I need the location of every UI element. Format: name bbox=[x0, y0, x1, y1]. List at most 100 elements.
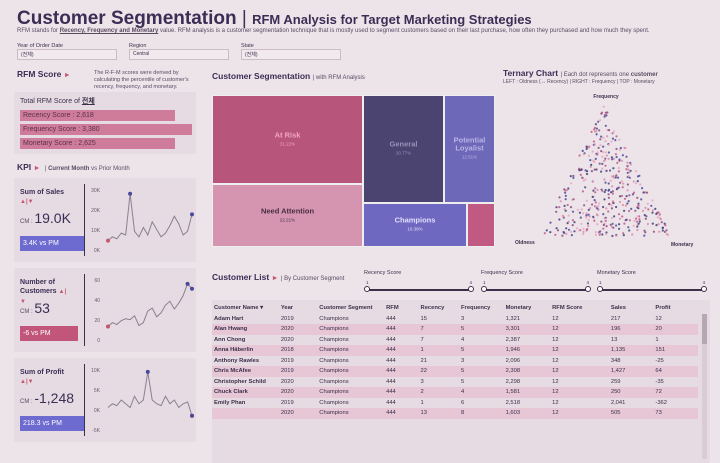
rfm-score-bar: Frequency Score : 3,380 bbox=[20, 124, 192, 135]
ternary-point bbox=[589, 159, 592, 162]
ternary-point bbox=[593, 219, 596, 222]
tile-percent: 20.77% bbox=[395, 150, 412, 156]
tile-label: Potential Loyalist bbox=[453, 135, 486, 153]
slider-handle[interactable] bbox=[468, 286, 474, 292]
filter-region-select[interactable]: Central bbox=[129, 49, 229, 60]
slider-handle[interactable] bbox=[701, 286, 707, 292]
ternary-point bbox=[612, 226, 615, 229]
table-cell: 444 bbox=[384, 345, 419, 356]
ternary-point bbox=[626, 171, 629, 174]
ternary-point bbox=[617, 186, 620, 189]
tile-champions[interactable]: Champions 10.38% bbox=[363, 203, 467, 247]
column-header[interactable]: Recency bbox=[420, 305, 445, 312]
ternary-point bbox=[581, 176, 584, 179]
tile-percent: 22.21% bbox=[279, 217, 296, 222]
tile-general[interactable]: General 20.77% bbox=[363, 95, 444, 203]
slider-monetary[interactable]: Monetary Score 1 4 bbox=[597, 270, 707, 294]
slider-handle[interactable] bbox=[585, 286, 591, 292]
ternary-right-label: Monetary bbox=[671, 242, 693, 248]
ternary-point bbox=[587, 213, 590, 216]
ternary-point bbox=[633, 219, 636, 222]
tile-potential-loyalist[interactable]: Potential Loyalist 12.51% bbox=[444, 95, 495, 203]
table-row[interactable]: Alan Hwang 2020 Champions 444 7 5 3,301 12 196 20 bbox=[212, 324, 698, 335]
kpi-delta-bar: 3.4K vs PM bbox=[20, 236, 84, 251]
ternary-point bbox=[610, 204, 613, 207]
filter-year[interactable]: Year of Order Date (전체) bbox=[17, 43, 117, 60]
table-row[interactable]: Anthony Rawles 2019 Champions 444 21 3 2,096 12… bbox=[212, 356, 698, 367]
slider-track[interactable] bbox=[484, 289, 588, 291]
kpi-cm-label: CM : bbox=[20, 219, 35, 225]
table-cell: 3 bbox=[461, 315, 465, 322]
table-cell: 1,946 bbox=[503, 345, 551, 356]
filter-state-select[interactable]: (전체) bbox=[241, 49, 341, 60]
ternary-point bbox=[604, 140, 607, 143]
ternary-chart: Frequency Oldness Monetary bbox=[515, 94, 693, 248]
ternary-point bbox=[594, 233, 598, 236]
filter-region[interactable]: Region Central bbox=[129, 43, 229, 60]
column-header[interactable]: Profit bbox=[655, 305, 671, 312]
table-row[interactable]: Chuck Clark 2020 Champions 444 2 4 1,581 12 250 7… bbox=[212, 387, 698, 398]
table-row[interactable]: Adam Hart 2019 Champions 444 15 3 1,321 12 217 12 bbox=[212, 314, 698, 325]
slider-recency[interactable]: Recency Score 1 4 bbox=[364, 270, 474, 294]
ternary-point bbox=[607, 196, 610, 199]
table-scrollbar[interactable] bbox=[702, 314, 707, 459]
table-cell: 1 bbox=[420, 399, 424, 406]
column-header[interactable]: Customer Name ▾ bbox=[214, 305, 263, 312]
title-main: Customer Segmentation bbox=[17, 8, 237, 29]
filter-state[interactable]: State (전체) bbox=[241, 43, 341, 60]
ternary-point bbox=[615, 174, 618, 177]
ternary-point bbox=[611, 158, 614, 161]
slider-min-label: 1 bbox=[599, 280, 602, 285]
ternary-point bbox=[628, 194, 631, 197]
ternary-point bbox=[569, 206, 573, 209]
ternary-point bbox=[665, 233, 669, 236]
slider-track[interactable] bbox=[600, 289, 704, 291]
ternary-point bbox=[572, 174, 575, 177]
tile-need-attention[interactable]: Need Attention 22.21% bbox=[212, 184, 363, 247]
kpi-point bbox=[128, 191, 133, 196]
table-row[interactable]: Emily Phan 2019 Champions 444 1 6 2,518 12 2,041… bbox=[212, 398, 698, 409]
slider-frequency[interactable]: Frequency Score 1 4 bbox=[481, 270, 591, 294]
table-cell: 12 bbox=[550, 324, 609, 335]
table-row[interactable]: Christopher Schild 2020 Champions 444 3 5 2,29… bbox=[212, 377, 698, 388]
kpi-y-tick: 20 bbox=[94, 318, 100, 324]
slider-handle[interactable] bbox=[364, 286, 370, 292]
ternary-point bbox=[615, 224, 618, 227]
table-row[interactable]: Anna Häberlin 2018 Champions 444 1 5 1,946 12 1,… bbox=[212, 345, 698, 356]
ternary-point bbox=[555, 206, 558, 209]
filter-year-select[interactable]: (전체) bbox=[17, 49, 117, 60]
column-header[interactable]: Customer Segment bbox=[319, 305, 373, 312]
column-header[interactable]: Frequency bbox=[461, 305, 491, 312]
ternary-point bbox=[594, 157, 597, 160]
column-header[interactable]: RFM bbox=[386, 305, 399, 312]
column-header[interactable]: Sales bbox=[610, 305, 626, 312]
tile-at-risk[interactable]: At Risk 31.22% bbox=[212, 95, 363, 184]
table-cell: 2,041 bbox=[610, 399, 626, 406]
ternary-point bbox=[599, 230, 602, 233]
table-cell: Champions bbox=[319, 315, 349, 322]
table-scrollbar-thumb[interactable] bbox=[702, 314, 707, 344]
ternary-point bbox=[587, 154, 590, 157]
slider-max-label: 4 bbox=[702, 280, 705, 285]
ternary-point bbox=[567, 228, 571, 231]
ternary-point bbox=[600, 170, 603, 173]
ternary-point bbox=[580, 222, 583, 225]
slider-handle[interactable] bbox=[481, 286, 487, 292]
ternary-point bbox=[614, 139, 617, 142]
ternary-point bbox=[584, 186, 587, 189]
slider-handle[interactable] bbox=[597, 286, 603, 292]
table-row[interactable]: Ann Chong 2020 Champions 444 7 4 2,387 12 13 1 bbox=[212, 335, 698, 346]
tile-other[interactable] bbox=[467, 203, 495, 247]
column-header[interactable]: Year bbox=[280, 305, 294, 312]
column-header[interactable]: Monetary bbox=[505, 305, 532, 312]
ternary-point bbox=[570, 230, 573, 233]
table-row[interactable]: Chris McAfee 2019 Champions 444 22 5 2,308 12 1,… bbox=[212, 366, 698, 377]
table-row[interactable]: 2020 Champions 444 13 8 1,603 12 505 73 bbox=[212, 408, 698, 419]
ternary-point bbox=[604, 157, 607, 160]
slider-track[interactable] bbox=[367, 289, 471, 291]
table-cell: 12 bbox=[655, 315, 662, 322]
ternary-point bbox=[601, 167, 604, 170]
ternary-point bbox=[627, 168, 630, 171]
ternary-point bbox=[644, 206, 647, 209]
column-header[interactable]: RFM Score bbox=[552, 305, 583, 312]
